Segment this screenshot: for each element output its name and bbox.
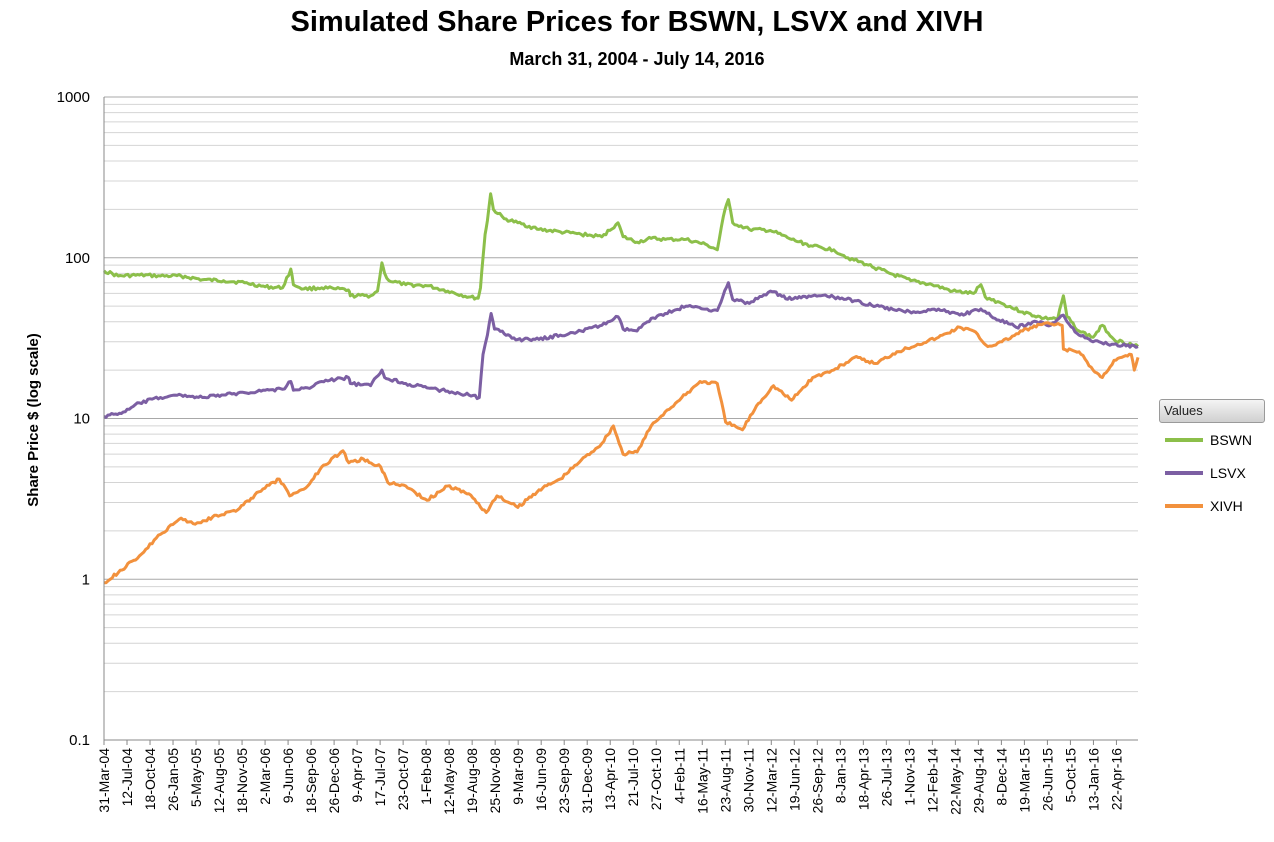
x-tick-label: 19-Jun-12 (786, 748, 802, 811)
x-tick-label: 12-Mar-12 (763, 748, 779, 813)
x-tick-label: 31-Dec-09 (579, 748, 595, 814)
x-tick-label: 22-Apr-16 (1108, 748, 1124, 810)
x-tick-label: 25-Nov-08 (487, 748, 503, 814)
x-tick-label: 23-Oct-07 (395, 748, 411, 810)
x-tick-label: 27-Oct-10 (648, 748, 664, 810)
y-tick-label: 0.1 (69, 732, 90, 749)
x-tick-label: 29-Aug-14 (970, 748, 986, 814)
x-tick-labels: 31-Mar-04 12-Jul-04 18-Oct-04 26-Jan-05 5-Ma… (96, 748, 1124, 815)
x-tick-label: 16-May-11 (694, 748, 710, 814)
x-tick-label: 31-Mar-04 (96, 748, 112, 813)
x-tick-label: 30-Nov-11 (740, 748, 756, 813)
y-axis-label: Share Price $ (log scale) (25, 333, 42, 506)
x-tick-label: 13-Apr-10 (602, 748, 618, 810)
x-tick-label: 26-Jul-13 (878, 748, 894, 807)
y-tick-labels: 1000 100 10 1 0.1 (57, 89, 90, 749)
axes (103, 97, 1138, 745)
series-lines (102, 192, 1140, 585)
x-tick-label: 19-Mar-15 (1016, 748, 1032, 813)
x-tick-label: 8-Jan-13 (832, 748, 848, 803)
y-tick-label: 1000 (57, 89, 90, 106)
chart-subtitle: March 31, 2004 - July 14, 2016 (509, 49, 765, 69)
x-tick-label: 9-Jun-06 (280, 748, 296, 803)
x-tick-label: 26-Dec-06 (326, 748, 342, 814)
legend-swatch (1165, 438, 1203, 442)
x-tick-label: 22-May-14 (947, 748, 963, 815)
x-tick-label: 23-Sep-09 (556, 748, 572, 814)
x-tick-label: 26-Sep-12 (809, 748, 825, 814)
x-tick-label: 26-Jun-15 (1039, 748, 1055, 811)
x-tick-label: 21-Jul-10 (625, 748, 641, 807)
series-line-xivh (104, 321, 1140, 585)
x-tick-label: 26-Jan-05 (165, 748, 181, 811)
legend-label: BSWN (1210, 432, 1252, 448)
y-tick-label: 1 (82, 571, 90, 588)
x-tick-label: 9-Apr-07 (349, 748, 365, 803)
legend-label: XIVH (1210, 498, 1243, 514)
chart-title: Simulated Share Prices for BSWN, LSVX an… (290, 6, 984, 38)
legend-title: Values (1159, 399, 1265, 423)
x-tick-label: 2-Mar-06 (257, 748, 273, 805)
y-tick-label: 100 (65, 250, 90, 267)
x-tick-label: 12-Jul-04 (119, 748, 135, 807)
x-tick-label: 23-Aug-11 (717, 748, 733, 813)
x-tick-label: 17-Jul-07 (372, 748, 388, 807)
y-tick-label: 10 (73, 411, 90, 428)
x-tick-label: 5-May-05 (188, 748, 204, 807)
x-tick-label: 1-Feb-08 (418, 748, 434, 805)
x-tick-label: 5-Oct-15 (1062, 748, 1078, 803)
x-tick-label: 19-Aug-08 (464, 748, 480, 814)
x-tick-label: 4-Feb-11 (671, 748, 687, 804)
x-tick-label: 12-Feb-14 (924, 748, 940, 813)
x-tick-label: 18-Apr-13 (855, 748, 871, 810)
legend-swatch (1165, 471, 1203, 475)
gridlines (104, 96, 1138, 741)
x-tick-label: 12-May-08 (441, 748, 457, 815)
x-tick-label: 16-Jun-09 (533, 748, 549, 811)
legend-swatch (1165, 504, 1203, 508)
x-tick-label: 1-Nov-13 (901, 748, 917, 806)
x-tick-label: 18-Sep-06 (303, 748, 319, 814)
series-line-bswn (102, 192, 1140, 348)
x-tick-label: 18-Nov-05 (234, 748, 250, 814)
x-tick-label: 18-Oct-04 (142, 748, 158, 810)
x-tick-label: 9-Mar-09 (510, 748, 526, 805)
x-tick-label: 8-Dec-14 (993, 748, 1009, 806)
series-line-lsvx (103, 281, 1139, 419)
x-tick-label: 12-Aug-05 (211, 748, 227, 814)
legend-label: LSVX (1210, 465, 1246, 481)
x-tick-label: 13-Jan-16 (1085, 748, 1101, 811)
